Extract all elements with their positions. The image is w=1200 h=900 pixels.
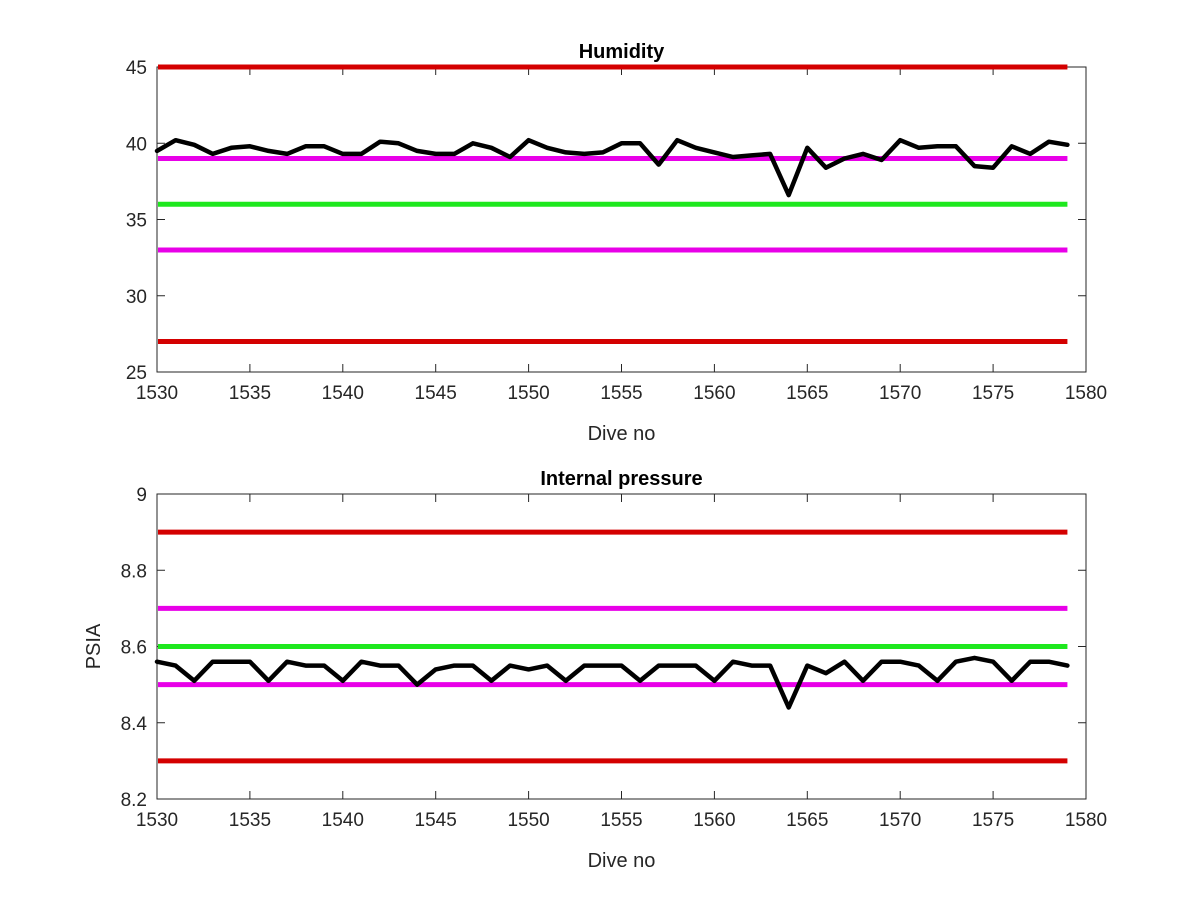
x-tick-label: 1535 <box>229 383 271 404</box>
x-axis-label: Dive no <box>588 423 656 445</box>
x-tick-label: 1530 <box>136 810 178 831</box>
x-axis-label: Dive no <box>588 850 656 872</box>
x-tick-label: 1545 <box>415 810 457 831</box>
y-tick-label: 30 <box>126 287 147 308</box>
x-tick-label: 1565 <box>786 383 828 404</box>
y-axis-label: PSIA <box>83 623 105 669</box>
x-tick-label: 1570 <box>879 810 921 831</box>
plot-area <box>156 66 1087 373</box>
x-tick-label: 1560 <box>693 383 735 404</box>
x-tick-label: 1530 <box>136 383 178 404</box>
y-tick-label: 45 <box>126 58 147 79</box>
y-tick-label: 8.2 <box>121 790 147 811</box>
y-tick-label: 8.6 <box>121 638 147 659</box>
data-series-line <box>154 655 1070 710</box>
x-tick-label: 1565 <box>786 810 828 831</box>
y-tick-label: 9 <box>136 485 147 506</box>
chart-title: Humidity <box>579 41 665 63</box>
y-tick-label: 8.8 <box>121 561 147 582</box>
x-tick-label: 1580 <box>1065 810 1107 831</box>
data-series-line <box>154 137 1070 198</box>
x-tick-label: 1545 <box>415 383 457 404</box>
y-tick-label: 8.4 <box>121 714 148 735</box>
internal-pressure-chart: 1530 1535 1540 1545 1550 1555 1560 1565 1570 1575… <box>83 468 1107 872</box>
y-tick-label: 25 <box>126 363 147 384</box>
x-tick-label: 1555 <box>600 383 642 404</box>
x-tick-label: 1575 <box>972 810 1014 831</box>
x-tick-label: 1540 <box>322 810 364 831</box>
x-tick-label: 1540 <box>322 383 364 404</box>
x-tick-label: 1560 <box>693 810 735 831</box>
y-tick-label: 40 <box>126 134 147 155</box>
humidity-chart: 1530 1535 1540 1545 1550 1555 1560 1565 1570 1575… <box>126 41 1107 445</box>
x-tick-label: 1575 <box>972 383 1014 404</box>
x-tick-label: 1570 <box>879 383 921 404</box>
chart-title: Internal pressure <box>540 468 702 490</box>
x-tick-label: 1550 <box>507 383 549 404</box>
x-tick-label: 1550 <box>507 810 549 831</box>
y-tick-label: 35 <box>126 211 147 232</box>
x-tick-label: 1580 <box>1065 383 1107 404</box>
x-tick-label: 1555 <box>600 810 642 831</box>
x-tick-label: 1535 <box>229 810 271 831</box>
